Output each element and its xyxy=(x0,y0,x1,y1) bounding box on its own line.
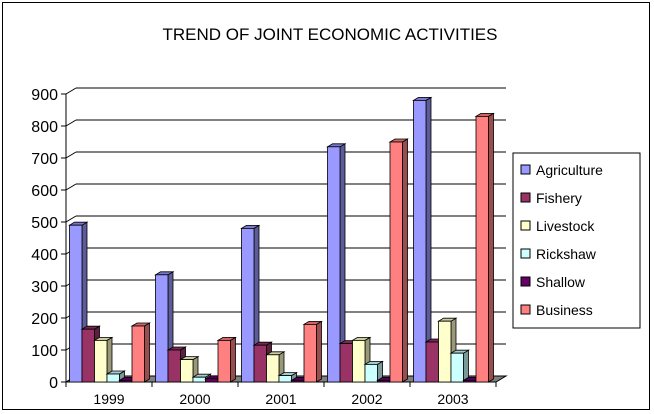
bar xyxy=(216,336,237,383)
bar-front xyxy=(377,379,391,383)
bar-front xyxy=(413,100,427,383)
y-tick-label: 0 xyxy=(49,375,58,392)
bar-front xyxy=(217,339,231,383)
y-tick-label: 400 xyxy=(31,247,58,264)
legend-swatch xyxy=(520,248,531,259)
legend-swatch xyxy=(520,220,531,231)
bar-front xyxy=(155,274,169,383)
legend-label: Shallow xyxy=(536,274,586,290)
y-tick-label: 800 xyxy=(31,119,58,136)
bar-front xyxy=(106,373,120,383)
bar-front xyxy=(303,323,317,383)
legend-label: Livestock xyxy=(536,218,595,234)
gridline-depth xyxy=(65,183,77,191)
bars-layer xyxy=(68,96,495,383)
gridline-depth xyxy=(65,119,77,127)
gridline-depth xyxy=(65,87,77,95)
bar-front xyxy=(131,325,145,383)
bar xyxy=(449,349,470,383)
legend-label: Business xyxy=(536,302,593,318)
y-tick-label: 200 xyxy=(31,311,58,328)
bar xyxy=(179,355,200,383)
legend-swatch xyxy=(520,304,531,315)
bar-front xyxy=(463,379,477,383)
bar-front xyxy=(119,379,133,383)
bar-front xyxy=(205,378,219,383)
y-tick-label: 500 xyxy=(31,215,58,232)
bar xyxy=(412,96,433,383)
bar-side xyxy=(144,322,150,383)
y-tick-label: 300 xyxy=(31,279,58,296)
bar-front xyxy=(352,339,366,383)
legend-label: Fishery xyxy=(536,190,582,206)
bar xyxy=(302,320,323,383)
bar-front xyxy=(475,116,489,383)
bar-front xyxy=(450,352,464,383)
bar-front xyxy=(291,379,305,383)
bar-front xyxy=(69,224,83,383)
bar-front xyxy=(364,363,378,383)
bar-side xyxy=(402,138,408,383)
bar-front xyxy=(266,354,280,383)
bar-side xyxy=(230,336,236,383)
bar-front xyxy=(94,339,108,383)
bar-front xyxy=(327,146,341,383)
bar xyxy=(363,360,384,383)
gridline-depth xyxy=(65,215,77,223)
chart-title: TREND OF JOINT ECONOMIC ACTIVITIES xyxy=(163,25,498,44)
y-tick-label: 900 xyxy=(31,87,58,104)
x-tick-label: 2003 xyxy=(437,391,468,407)
bar-front xyxy=(438,320,452,383)
x-tick-label: 1999 xyxy=(93,391,124,407)
bar-front xyxy=(180,359,194,383)
axis-layer: 0 100 200 300 400 500 600 700 800 900 1999 2000 2001… xyxy=(31,87,497,407)
gridline-depth xyxy=(65,151,77,159)
legend-box xyxy=(512,152,641,329)
y-tick-label: 600 xyxy=(31,183,58,200)
x-tick-label: 2002 xyxy=(351,391,382,407)
legend-swatch xyxy=(520,192,531,203)
bar-front xyxy=(253,344,267,383)
legend: Agriculture Fishery Livestock Rickshaw Shall… xyxy=(512,152,641,329)
bar xyxy=(474,112,495,383)
legend-swatch xyxy=(520,276,531,287)
bar-front xyxy=(167,349,181,383)
bar xyxy=(166,346,187,383)
bar-front xyxy=(425,341,439,383)
bar-side xyxy=(463,349,469,383)
bar-front xyxy=(81,328,95,383)
legend-swatch xyxy=(520,164,531,175)
bar-front xyxy=(389,141,403,383)
y-tick-label: 100 xyxy=(31,343,58,360)
bar-front xyxy=(192,376,206,383)
bar xyxy=(240,224,261,383)
y-tick-label: 700 xyxy=(31,151,58,168)
legend-label: Agriculture xyxy=(536,162,603,178)
bar-side xyxy=(316,320,322,383)
bar-front xyxy=(278,375,292,383)
bar-side xyxy=(488,112,494,383)
bar xyxy=(130,322,151,383)
x-tick-label: 2000 xyxy=(179,391,210,407)
x-tick-label: 2001 xyxy=(265,391,296,407)
legend-label: Rickshaw xyxy=(536,246,597,262)
bar xyxy=(388,138,409,383)
bar-front xyxy=(339,343,353,383)
bar-front xyxy=(241,227,255,383)
